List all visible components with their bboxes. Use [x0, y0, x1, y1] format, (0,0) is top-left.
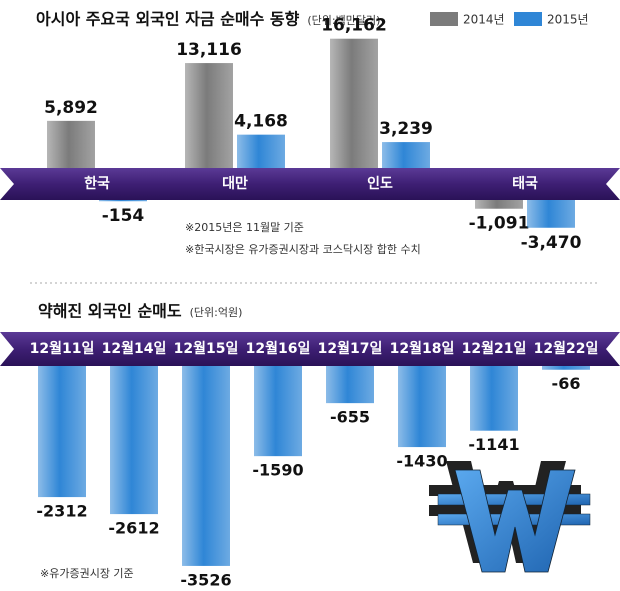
chart-title: 아시아 주요국 외국인 자금 순매수 동향 — [36, 10, 300, 29]
category-band — [0, 168, 620, 200]
unit-label: (단위:백만달러) — [307, 14, 380, 27]
note: ※한국시장은 유가증권시장과 코스닥시장 합한 수치 — [185, 243, 421, 256]
legend-swatch — [430, 12, 458, 26]
value-label: -1141 — [468, 435, 519, 454]
value-label: 3,239 — [379, 119, 433, 139]
bar — [470, 366, 518, 431]
category-label: 12월21일 — [462, 340, 527, 357]
bar — [38, 366, 86, 498]
bar — [398, 366, 446, 448]
legend-swatch — [514, 12, 542, 26]
won-letter — [454, 469, 576, 573]
value-label: 5,892 — [44, 98, 98, 118]
bar — [382, 142, 430, 168]
chart-title: 약해진 외국인 순매도 — [38, 302, 182, 321]
value-label: -3526 — [180, 570, 231, 589]
value-label: -2312 — [36, 502, 87, 521]
category-label: 12월15일 — [174, 340, 239, 357]
value-label: -2612 — [108, 519, 159, 538]
note: ※2015년은 11월말 기준 — [185, 221, 304, 234]
category-label: 12월22일 — [534, 340, 599, 357]
value-label: -655 — [330, 408, 370, 427]
note: ※유가증권시장 기준 — [40, 567, 134, 580]
bar — [182, 366, 230, 566]
won-sign — [429, 461, 591, 573]
bar — [542, 366, 590, 370]
value-label: 13,116 — [176, 40, 242, 60]
bar — [237, 134, 285, 168]
value-label: -3,470 — [521, 233, 582, 253]
value-label: -1590 — [252, 461, 303, 480]
bar — [326, 366, 374, 404]
bar — [527, 200, 575, 228]
category-label: 12월18일 — [390, 340, 455, 357]
value-label: -1430 — [396, 452, 447, 471]
category-band — [0, 332, 620, 366]
legend-label: 2014년 — [463, 13, 505, 27]
value-label: -1,091 — [469, 214, 530, 234]
bar — [185, 63, 233, 168]
category-label: 12월14일 — [102, 340, 167, 357]
bar — [47, 120, 95, 168]
category-label: 인도 — [367, 175, 393, 192]
bar — [330, 38, 378, 169]
unit-label: (단위:억원) — [190, 306, 243, 319]
bar — [110, 366, 158, 515]
bar — [254, 366, 302, 457]
category-label: 12월11일 — [30, 340, 95, 357]
value-label: -66 — [552, 374, 581, 393]
value-label: -154 — [102, 206, 145, 226]
category-label: 태국 — [512, 176, 538, 192]
category-label: 12월17일 — [318, 340, 383, 357]
category-label: 12월16일 — [246, 340, 311, 357]
bar — [475, 200, 523, 209]
bar — [99, 200, 147, 202]
category-label: 한국 — [84, 176, 110, 192]
legend-label: 2015년 — [547, 13, 589, 27]
category-label: 대만 — [222, 176, 248, 192]
value-label: 16,162 — [321, 16, 387, 36]
value-label: 4,168 — [234, 112, 288, 132]
